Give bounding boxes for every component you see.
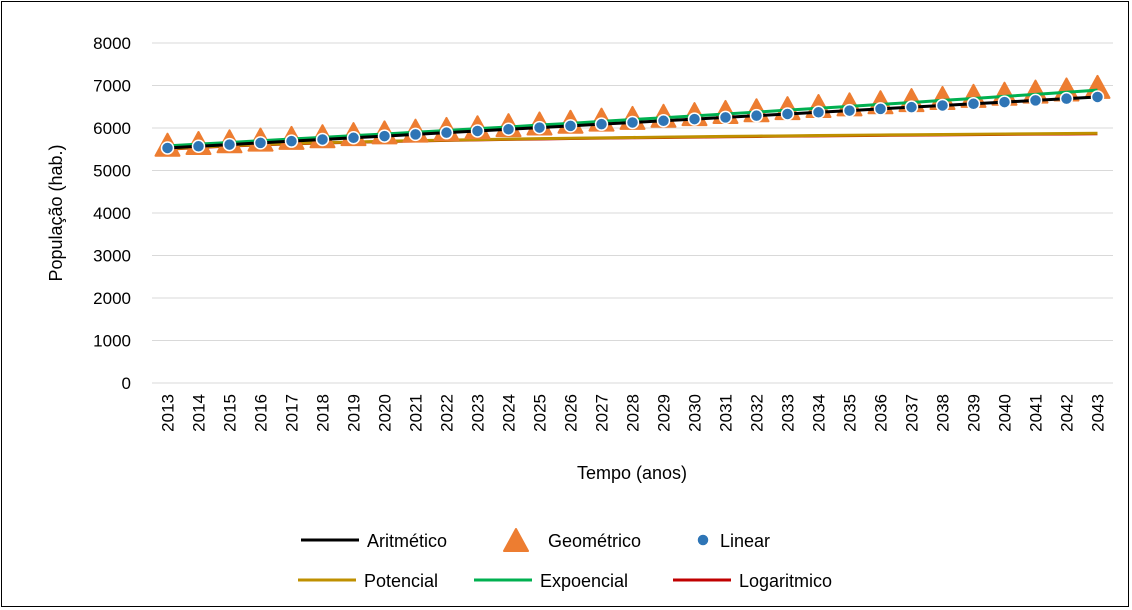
x-tick-label: 2013 (159, 394, 178, 432)
x-tick-label: 2028 (624, 394, 643, 432)
x-tick-label: 2039 (965, 394, 984, 432)
data-point-linear (997, 95, 1012, 109)
data-point-linear (315, 132, 330, 147)
data-point-linear (1059, 91, 1074, 106)
x-tick-label: 2033 (779, 394, 798, 432)
x-tick-label: 2015 (221, 394, 240, 432)
data-point-linear (377, 129, 392, 143)
data-point-linear (284, 134, 299, 148)
legend-label: Expoencial (540, 571, 628, 591)
data-point-linear (470, 124, 485, 138)
data-point-linear (222, 137, 237, 152)
x-axis-ticks: 2013 2014 2015 2016 2017 2018 2019 2020 2021 2022… (159, 394, 1108, 432)
x-tick-label: 2031 (717, 394, 736, 432)
x-tick-label: 2034 (810, 394, 829, 432)
legend-item-potencial: Potencial (298, 571, 438, 591)
legend-item-aritmetico: Aritmético (301, 531, 447, 551)
x-tick-label: 2022 (438, 394, 457, 432)
data-point-linear (904, 100, 919, 114)
legend: Aritmético Geométrico Linear Potencial Expoe… (298, 528, 832, 591)
gridlines (152, 42, 1113, 341)
data-point-linear (563, 119, 578, 133)
y-tick-label: 0 (122, 374, 131, 393)
x-tick-label: 2024 (500, 394, 519, 432)
legend-label: Logaritmico (739, 571, 832, 591)
data-point-linear (873, 102, 888, 116)
data-point-linear (439, 125, 454, 140)
x-tick-label: 2029 (655, 394, 674, 432)
x-tick-label: 2035 (841, 394, 860, 432)
legend-label: Potencial (364, 571, 438, 591)
data-point-linear (842, 103, 857, 118)
x-tick-label: 2023 (469, 394, 488, 432)
legend-swatch (696, 533, 710, 547)
x-tick-label: 2020 (376, 394, 395, 432)
x-tick-label: 2021 (407, 394, 426, 432)
x-tick-label: 2019 (345, 394, 364, 432)
y-tick-label: 6000 (93, 119, 131, 138)
legend-swatch (503, 528, 529, 552)
y-tick-label: 5000 (93, 162, 131, 181)
data-point-linear (656, 114, 671, 128)
data-point-linear (780, 107, 795, 121)
data-point-linear (811, 105, 826, 120)
y-tick-label: 7000 (93, 77, 131, 96)
data-point-linear (966, 97, 981, 111)
x-tick-label: 2017 (283, 394, 302, 432)
legend-item-logaritmico: Logaritmico (673, 571, 832, 591)
x-tick-label: 2016 (252, 394, 271, 432)
legend-label: Linear (720, 531, 770, 551)
x-tick-label: 2014 (190, 394, 209, 432)
y-tick-label: 4000 (93, 204, 131, 223)
legend-item-geometrico: Geométrico (503, 528, 641, 552)
data-point-linear (687, 112, 702, 126)
x-tick-label: 2018 (314, 394, 333, 432)
x-tick-label: 2042 (1058, 394, 1077, 432)
data-point-linear (346, 131, 361, 145)
x-tick-label: 2030 (686, 394, 705, 432)
series (154, 74, 1111, 157)
data-point-linear (253, 136, 268, 150)
data-point-linear (1090, 90, 1105, 104)
data-point-linear (160, 141, 175, 155)
data-point-linear (501, 122, 516, 137)
data-point-linear (191, 139, 206, 154)
data-point-linear (935, 98, 950, 113)
data-point-linear (408, 127, 423, 142)
data-point-linear (594, 117, 609, 131)
data-point-linear (532, 120, 547, 135)
data-point-linear (1028, 93, 1043, 108)
legend-label: Aritmético (367, 531, 447, 551)
y-tick-label: 3000 (93, 247, 131, 266)
series-linear (160, 90, 1105, 155)
data-point-linear (749, 108, 764, 123)
data-point-linear (718, 110, 733, 125)
x-tick-label: 2041 (1027, 394, 1046, 432)
data-point-linear (625, 115, 640, 130)
legend-label: Geométrico (548, 531, 641, 551)
x-tick-label: 2026 (562, 394, 581, 432)
x-tick-label: 2038 (934, 394, 953, 432)
x-tick-label: 2025 (531, 394, 550, 432)
y-axis-ticks: 0 1000 2000 3000 4000 5000 6000 7000 8000 (93, 34, 131, 393)
x-tick-label: 2043 (1089, 394, 1108, 432)
y-tick-label: 8000 (93, 34, 131, 53)
y-axis-title: População (hab.) (46, 144, 66, 281)
y-tick-label: 1000 (93, 332, 131, 351)
legend-item-expoencial: Expoencial (474, 571, 628, 591)
x-tick-label: 2040 (996, 394, 1015, 432)
x-tick-label: 2032 (748, 394, 767, 432)
x-tick-label: 2037 (903, 394, 922, 432)
x-tick-label: 2036 (872, 394, 891, 432)
y-tick-label: 2000 (93, 289, 131, 308)
legend-item-linear: Linear (696, 531, 770, 551)
x-tick-label: 2027 (593, 394, 612, 432)
x-axis-title: Tempo (anos) (577, 463, 687, 483)
